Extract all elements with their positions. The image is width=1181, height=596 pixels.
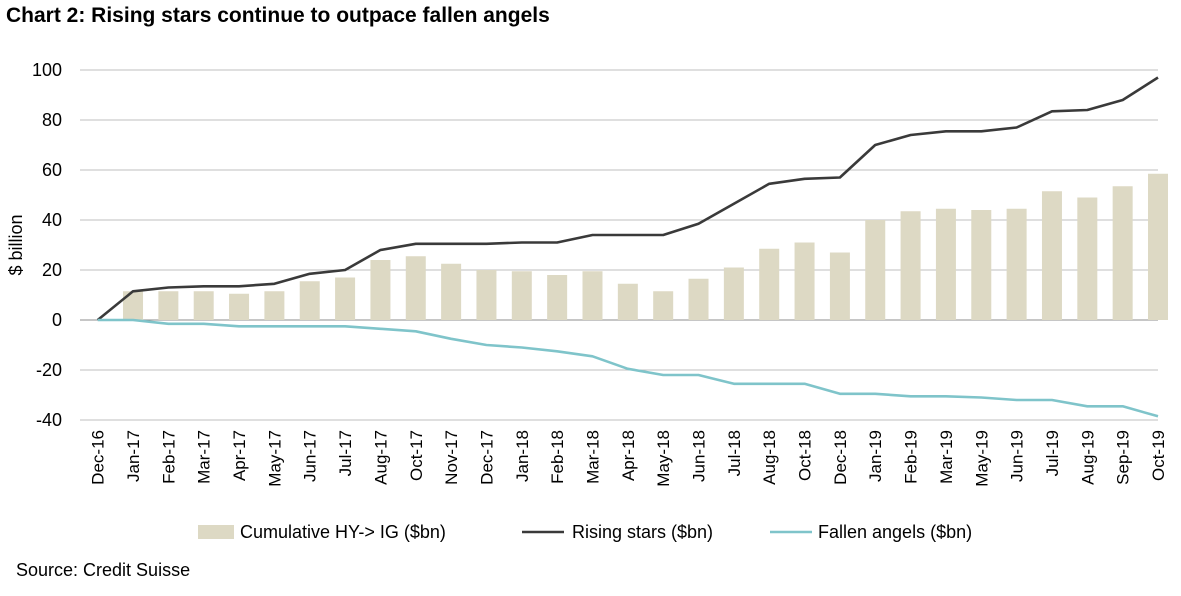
bar-series (123, 173, 1168, 320)
bar (405, 256, 426, 320)
bar (829, 252, 850, 320)
x-tick-label: Dec-18 (831, 430, 850, 485)
y-axis-ticks: -40 -20 0 20 40 60 80 100 (32, 60, 62, 430)
legend-label: Rising stars ($bn) (572, 522, 713, 542)
x-tick-label: May-18 (654, 430, 673, 487)
chart-title: Chart 2: Rising stars continue to outpac… (6, 4, 550, 27)
bar (617, 283, 638, 320)
x-tick-label: Jul-18 (725, 430, 744, 476)
bar (264, 291, 285, 320)
x-tick-label: Aug-18 (760, 430, 779, 485)
x-tick-label: Apr-18 (619, 430, 638, 481)
bar (1041, 191, 1062, 320)
line-series (96, 76, 1159, 418)
x-tick-label: Dec-17 (477, 430, 496, 485)
x-tick-label: Feb-17 (159, 430, 178, 484)
x-tick-label: Jan-17 (124, 430, 143, 482)
bar (229, 293, 250, 320)
bar (865, 220, 886, 320)
bar (723, 267, 744, 320)
x-tick-label: Jul-19 (1043, 430, 1062, 476)
x-tick-label: Jul-17 (336, 430, 355, 476)
legend-label: Fallen angels ($bn) (818, 522, 972, 542)
bar (370, 260, 391, 320)
gridlines (80, 69, 1158, 421)
legend-label: Cumulative HY-> IG ($bn) (240, 522, 446, 542)
bar (1148, 173, 1168, 320)
bar (476, 270, 497, 320)
bar (299, 281, 320, 320)
x-tick-label: Mar-17 (195, 430, 214, 484)
y-tick-label: -20 (36, 360, 62, 380)
x-tick-label: Nov-17 (442, 430, 461, 485)
bar (547, 275, 568, 320)
bar (759, 248, 780, 320)
y-tick-label: -40 (36, 410, 62, 430)
legend-swatch (198, 525, 234, 539)
bar (971, 210, 992, 320)
bar (158, 291, 179, 320)
x-tick-label: Aug-17 (371, 430, 390, 485)
bar (582, 271, 603, 320)
x-tick-label: Feb-18 (548, 430, 567, 484)
x-tick-label: May-19 (972, 430, 991, 487)
x-axis-ticks: Dec-16 Jan-17 Feb-17 Mar-17 Apr-17 May-17 Jun-… (89, 430, 1168, 487)
bar (1077, 197, 1098, 320)
bar (335, 277, 356, 320)
x-tick-label: Feb-19 (902, 430, 921, 484)
y-tick-label: 40 (42, 210, 62, 230)
bar (688, 278, 709, 320)
bar (794, 242, 815, 320)
bar (935, 208, 956, 320)
bar (900, 211, 921, 320)
rising-stars-line (96, 76, 1159, 322)
bar (511, 271, 532, 320)
bar (193, 291, 214, 320)
x-tick-label: Jun-19 (1008, 430, 1027, 482)
x-tick-label: Apr-17 (230, 430, 249, 481)
y-tick-label: 80 (42, 110, 62, 130)
bar (441, 263, 462, 320)
fallen-angels-line (97, 318, 1159, 418)
y-tick-label: 100 (32, 60, 62, 80)
x-tick-label: Jan-18 (513, 430, 532, 482)
bar (653, 291, 674, 320)
legend: Cumulative HY-> IG ($bn) Rising stars ($b… (198, 522, 972, 542)
x-tick-label: Oct-18 (796, 430, 815, 481)
x-tick-label: Jun-18 (690, 430, 709, 482)
bar (1112, 186, 1133, 320)
y-tick-label: 60 (42, 160, 62, 180)
bar (123, 291, 144, 320)
source-note: Source: Credit Suisse (16, 560, 191, 580)
x-tick-label: Sep-19 (1114, 430, 1133, 485)
x-tick-label: Mar-19 (937, 430, 956, 484)
x-tick-label: May-17 (265, 430, 284, 487)
x-tick-label: Dec-16 (89, 430, 108, 485)
x-tick-label: Jun-17 (301, 430, 320, 482)
y-axis-label: $ billion (6, 214, 26, 275)
bar (1006, 208, 1027, 320)
x-tick-label: Oct-19 (1149, 430, 1168, 481)
y-tick-label: 0 (52, 310, 62, 330)
x-tick-label: Oct-17 (407, 430, 426, 481)
x-tick-label: Aug-19 (1078, 430, 1097, 485)
y-tick-label: 20 (42, 260, 62, 280)
x-tick-label: Mar-18 (583, 430, 602, 484)
x-tick-label: Jan-19 (866, 430, 885, 482)
